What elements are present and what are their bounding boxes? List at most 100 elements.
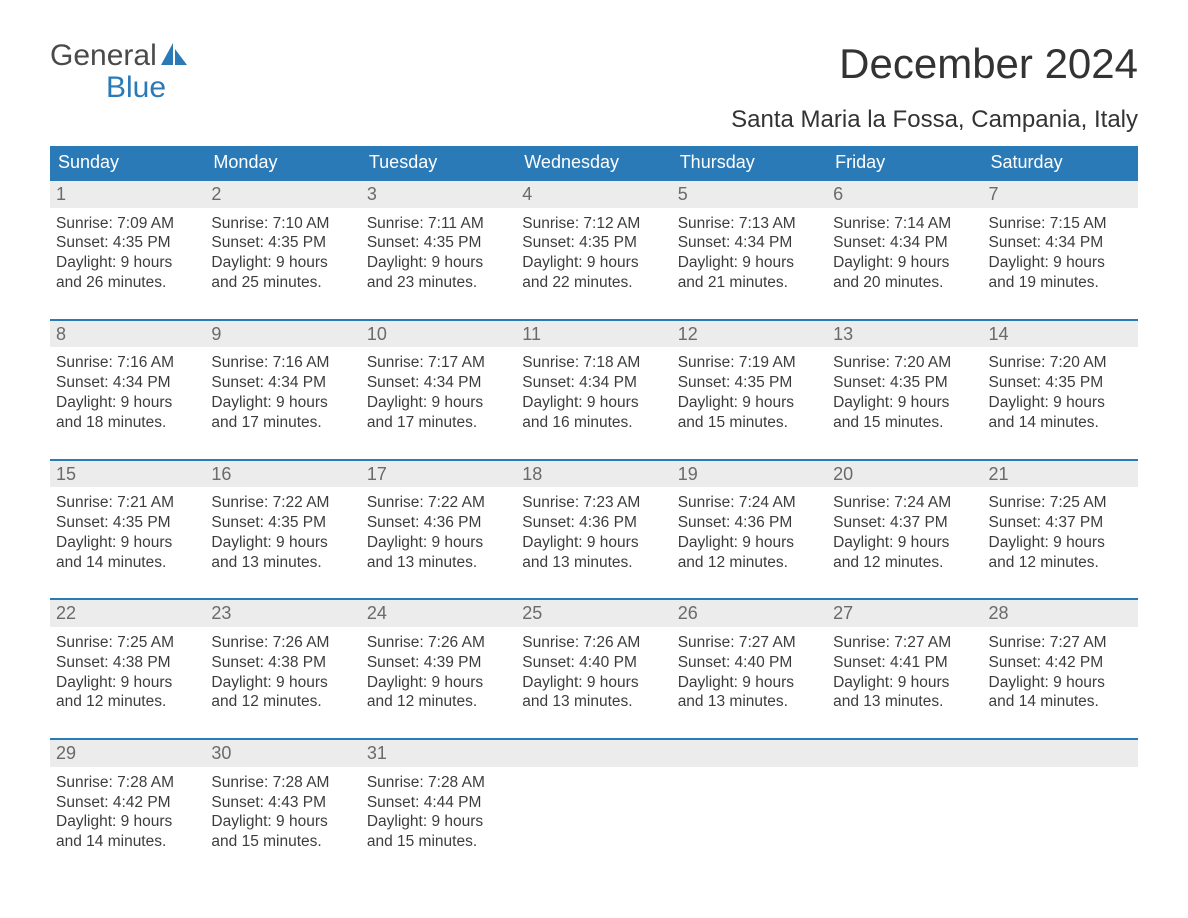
calendar-cell: 8Sunrise: 7:16 AMSunset: 4:34 PMDaylight… (50, 321, 205, 437)
day-number: 14 (983, 321, 1138, 348)
day-number: 9 (205, 321, 360, 348)
sunrise-text: Sunrise: 7:22 AM (367, 493, 510, 513)
calendar-cell: 26Sunrise: 7:27 AMSunset: 4:40 PMDayligh… (672, 600, 827, 716)
day-number (983, 740, 1138, 767)
sunrise-text: Sunrise: 7:09 AM (56, 214, 199, 234)
day2-text: and 13 minutes. (833, 692, 976, 712)
calendar-week: 8Sunrise: 7:16 AMSunset: 4:34 PMDaylight… (50, 319, 1138, 437)
calendar-cell: 9Sunrise: 7:16 AMSunset: 4:34 PMDaylight… (205, 321, 360, 437)
day2-text: and 15 minutes. (678, 413, 821, 433)
sunrise-text: Sunrise: 7:14 AM (833, 214, 976, 234)
day-header-row: Sunday Monday Tuesday Wednesday Thursday… (50, 146, 1138, 179)
day2-text: and 13 minutes. (522, 692, 665, 712)
sunset-text: Sunset: 4:42 PM (989, 653, 1132, 673)
day1-text: Daylight: 9 hours (522, 673, 665, 693)
day-number: 4 (516, 181, 671, 208)
sunset-text: Sunset: 4:42 PM (56, 793, 199, 813)
logo-word-1: General (50, 40, 157, 72)
day1-text: Daylight: 9 hours (678, 673, 821, 693)
sunrise-text: Sunrise: 7:15 AM (989, 214, 1132, 234)
day-details: Sunrise: 7:17 AMSunset: 4:34 PMDaylight:… (361, 347, 516, 436)
sail-icon (161, 40, 189, 72)
day-details: Sunrise: 7:20 AMSunset: 4:35 PMDaylight:… (827, 347, 982, 436)
calendar-week: 15Sunrise: 7:21 AMSunset: 4:35 PMDayligh… (50, 459, 1138, 577)
calendar-cell: 12Sunrise: 7:19 AMSunset: 4:35 PMDayligh… (672, 321, 827, 437)
sunset-text: Sunset: 4:34 PM (367, 373, 510, 393)
calendar-cell: 17Sunrise: 7:22 AMSunset: 4:36 PMDayligh… (361, 461, 516, 577)
day-number (672, 740, 827, 767)
day-details: Sunrise: 7:14 AMSunset: 4:34 PMDaylight:… (827, 208, 982, 297)
calendar-cell: 16Sunrise: 7:22 AMSunset: 4:35 PMDayligh… (205, 461, 360, 577)
sunrise-text: Sunrise: 7:26 AM (211, 633, 354, 653)
day2-text: and 12 minutes. (989, 553, 1132, 573)
day2-text: and 15 minutes. (211, 832, 354, 852)
sunrise-text: Sunrise: 7:26 AM (522, 633, 665, 653)
day2-text: and 26 minutes. (56, 273, 199, 293)
day1-text: Daylight: 9 hours (367, 253, 510, 273)
sunset-text: Sunset: 4:34 PM (833, 233, 976, 253)
day-details: Sunrise: 7:21 AMSunset: 4:35 PMDaylight:… (50, 487, 205, 576)
day1-text: Daylight: 9 hours (989, 253, 1132, 273)
day-number: 22 (50, 600, 205, 627)
sunset-text: Sunset: 4:35 PM (211, 233, 354, 253)
sunset-text: Sunset: 4:43 PM (211, 793, 354, 813)
sunrise-text: Sunrise: 7:19 AM (678, 353, 821, 373)
day-number: 6 (827, 181, 982, 208)
day-details: Sunrise: 7:25 AMSunset: 4:37 PMDaylight:… (983, 487, 1138, 576)
title-block: December 2024 Santa Maria la Fossa, Camp… (731, 40, 1138, 134)
day-number: 29 (50, 740, 205, 767)
day-number: 16 (205, 461, 360, 488)
sunrise-text: Sunrise: 7:27 AM (989, 633, 1132, 653)
day1-text: Daylight: 9 hours (522, 253, 665, 273)
day2-text: and 12 minutes. (367, 692, 510, 712)
day1-text: Daylight: 9 hours (367, 673, 510, 693)
day-number: 5 (672, 181, 827, 208)
day-details: Sunrise: 7:22 AMSunset: 4:36 PMDaylight:… (361, 487, 516, 576)
day1-text: Daylight: 9 hours (211, 253, 354, 273)
day-number: 24 (361, 600, 516, 627)
day2-text: and 22 minutes. (522, 273, 665, 293)
sunrise-text: Sunrise: 7:18 AM (522, 353, 665, 373)
day-number: 7 (983, 181, 1138, 208)
sunset-text: Sunset: 4:36 PM (678, 513, 821, 533)
day1-text: Daylight: 9 hours (56, 253, 199, 273)
calendar-cell: 23Sunrise: 7:26 AMSunset: 4:38 PMDayligh… (205, 600, 360, 716)
sunset-text: Sunset: 4:37 PM (989, 513, 1132, 533)
calendar-cell: 15Sunrise: 7:21 AMSunset: 4:35 PMDayligh… (50, 461, 205, 577)
day-number: 20 (827, 461, 982, 488)
calendar-cell: 27Sunrise: 7:27 AMSunset: 4:41 PMDayligh… (827, 600, 982, 716)
day-number: 19 (672, 461, 827, 488)
day-details: Sunrise: 7:09 AMSunset: 4:35 PMDaylight:… (50, 208, 205, 297)
day-number: 3 (361, 181, 516, 208)
day2-text: and 21 minutes. (678, 273, 821, 293)
calendar-cell: 2Sunrise: 7:10 AMSunset: 4:35 PMDaylight… (205, 181, 360, 297)
day1-text: Daylight: 9 hours (989, 533, 1132, 553)
day-number (827, 740, 982, 767)
sunset-text: Sunset: 4:35 PM (56, 513, 199, 533)
day2-text: and 15 minutes. (833, 413, 976, 433)
sunset-text: Sunset: 4:34 PM (522, 373, 665, 393)
day-header: Thursday (672, 146, 827, 179)
calendar-cell: 1Sunrise: 7:09 AMSunset: 4:35 PMDaylight… (50, 181, 205, 297)
day2-text: and 23 minutes. (367, 273, 510, 293)
day2-text: and 25 minutes. (211, 273, 354, 293)
day-number: 26 (672, 600, 827, 627)
day2-text: and 16 minutes. (522, 413, 665, 433)
calendar-cell: 30Sunrise: 7:28 AMSunset: 4:43 PMDayligh… (205, 740, 360, 856)
sunrise-text: Sunrise: 7:28 AM (367, 773, 510, 793)
sunrise-text: Sunrise: 7:16 AM (56, 353, 199, 373)
day-header: Sunday (50, 146, 205, 179)
sunrise-text: Sunrise: 7:21 AM (56, 493, 199, 513)
day1-text: Daylight: 9 hours (522, 393, 665, 413)
day2-text: and 13 minutes. (678, 692, 821, 712)
day2-text: and 13 minutes. (367, 553, 510, 573)
day2-text: and 14 minutes. (989, 413, 1132, 433)
day-details: Sunrise: 7:11 AMSunset: 4:35 PMDaylight:… (361, 208, 516, 297)
sunset-text: Sunset: 4:40 PM (678, 653, 821, 673)
calendar-week: 22Sunrise: 7:25 AMSunset: 4:38 PMDayligh… (50, 598, 1138, 716)
sunset-text: Sunset: 4:36 PM (367, 513, 510, 533)
day-details: Sunrise: 7:27 AMSunset: 4:41 PMDaylight:… (827, 627, 982, 716)
calendar-cell: 28Sunrise: 7:27 AMSunset: 4:42 PMDayligh… (983, 600, 1138, 716)
calendar-cell: 6Sunrise: 7:14 AMSunset: 4:34 PMDaylight… (827, 181, 982, 297)
day-details: Sunrise: 7:19 AMSunset: 4:35 PMDaylight:… (672, 347, 827, 436)
